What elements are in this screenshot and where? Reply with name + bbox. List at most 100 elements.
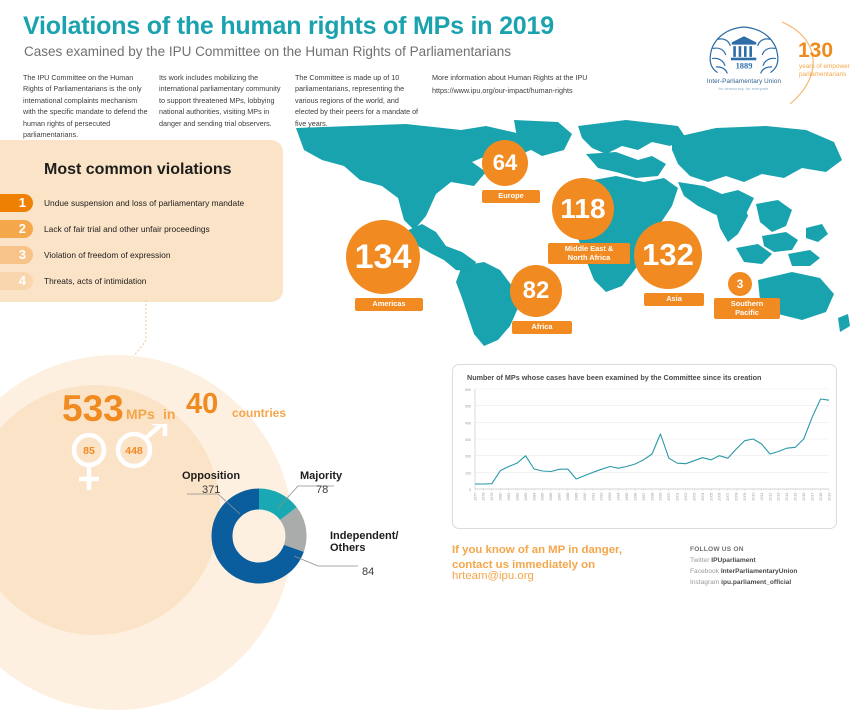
donut-label-independent: Independent/ Others xyxy=(330,530,399,555)
most-common-violations-panel: Most common violations 1 Undue suspensio… xyxy=(0,140,283,302)
svg-text:1989: 1989 xyxy=(574,493,578,501)
cases-over-time-chart: Number of MPs whose cases have been exam… xyxy=(452,364,837,529)
svg-text:2018: 2018 xyxy=(819,493,823,501)
svg-text:1981: 1981 xyxy=(507,493,511,501)
svg-text:1996: 1996 xyxy=(633,493,637,501)
intro-text-1: The IPU Committee on the Human Rights of… xyxy=(23,73,148,139)
svg-text:2009: 2009 xyxy=(743,493,747,501)
page-title: Violations of the human rights of MPs in… xyxy=(23,12,554,40)
total-mps-label: MPs xyxy=(126,406,155,422)
map-label-africa: Africa xyxy=(512,321,572,334)
in-label: in xyxy=(163,406,176,422)
svg-text:2003: 2003 xyxy=(692,493,696,501)
map-bubble-southern-pacific[interactable]: 3 xyxy=(728,272,752,296)
intro-column-2: Its work includes mobilizing the interna… xyxy=(159,72,287,129)
svg-text:2014: 2014 xyxy=(785,493,789,501)
line-chart-svg: 0 100 200 300 400 500 600 1977 1978 1979 1980 1981 1… xyxy=(465,388,831,501)
svg-text:500: 500 xyxy=(465,405,471,409)
donut-value-independent: 84 xyxy=(362,566,375,578)
social-network-instagram: Instagram xyxy=(690,579,720,586)
ipu-logo: 1889 Inter-Parliamentary Union for democ… xyxy=(694,21,850,105)
svg-text:1983: 1983 xyxy=(524,493,528,501)
female-mps-count: 85 xyxy=(83,445,95,457)
svg-text:2005: 2005 xyxy=(709,493,713,501)
violation-label-1: Undue suspension and loss of parliamenta… xyxy=(44,198,245,208)
svg-text:1984: 1984 xyxy=(532,493,536,501)
more-info-block: More information about Human Rights at t… xyxy=(432,72,632,97)
social-handle-instagram: ipu.parliament_official xyxy=(721,579,792,586)
social-row-facebook[interactable]: Facebook InterParliamentaryUnion xyxy=(690,568,797,575)
map-label-southern-pacific: Southern Pacific xyxy=(714,298,780,320)
donut-value-opposition: 371 xyxy=(202,484,221,496)
donut-slice-independent[interactable] xyxy=(211,488,307,584)
svg-text:1979: 1979 xyxy=(490,493,494,501)
stats-background-circle-inner xyxy=(0,385,220,635)
svg-text:100: 100 xyxy=(465,471,471,475)
map-label-americas: Americas xyxy=(355,298,423,311)
map-bubble-europe[interactable]: 64 xyxy=(482,140,528,186)
violation-rank-4: 4 xyxy=(0,272,33,290)
gender-breakdown: 85 448 xyxy=(58,420,188,514)
svg-text:2016: 2016 xyxy=(802,493,806,501)
svg-text:200: 200 xyxy=(465,455,471,459)
svg-text:1986: 1986 xyxy=(549,493,553,501)
svg-text:1999: 1999 xyxy=(659,493,663,501)
map-bubble-middle-east-north-africa[interactable]: 118 xyxy=(552,178,614,240)
svg-text:1993: 1993 xyxy=(608,493,612,501)
svg-text:300: 300 xyxy=(465,438,471,442)
world-map: 64 Europe 118 Middle East & North Africa… xyxy=(286,120,850,348)
donut-label-majority: Majority xyxy=(300,470,343,482)
intro-text-2: Its work includes mobilizing the interna… xyxy=(159,73,281,128)
anniversary-number: 130 xyxy=(798,39,834,62)
svg-text:2015: 2015 xyxy=(794,493,798,501)
svg-text:1998: 1998 xyxy=(650,493,654,501)
svg-text:1997: 1997 xyxy=(642,493,646,501)
svg-text:2010: 2010 xyxy=(751,493,755,501)
svg-text:2019: 2019 xyxy=(827,493,831,501)
svg-text:2017: 2017 xyxy=(810,493,814,501)
svg-text:2004: 2004 xyxy=(701,493,705,501)
svg-text:1991: 1991 xyxy=(591,493,595,501)
anniversary-swoosh-icon xyxy=(781,21,814,105)
logo-organisation-name: Inter-Parliamentary Union xyxy=(706,78,782,85)
svg-text:1977: 1977 xyxy=(473,493,477,501)
svg-text:1987: 1987 xyxy=(558,493,562,501)
social-row-instagram[interactable]: Instagram ipu.parliament_official xyxy=(690,579,791,586)
svg-text:2001: 2001 xyxy=(676,493,680,501)
intro-text-3: The Committee is made up of 10 parliamen… xyxy=(295,73,419,128)
social-network-twitter: Twitter xyxy=(690,557,710,564)
map-bubble-africa[interactable]: 82 xyxy=(510,265,562,317)
svg-text:600: 600 xyxy=(465,388,471,392)
svg-text:2006: 2006 xyxy=(718,493,722,501)
logo-tagline: for democracy. for everyone. xyxy=(718,87,770,91)
cta-line-1: If you know of an MP in danger, xyxy=(452,544,623,556)
social-row-twitter[interactable]: Twitter IPUparliament xyxy=(690,557,756,564)
donut-value-majority: 78 xyxy=(316,484,329,496)
svg-text:2013: 2013 xyxy=(777,493,781,501)
violation-rank-3: 3 xyxy=(0,246,33,264)
svg-text:1980: 1980 xyxy=(499,493,503,501)
ipu-emblem-icon: 1889 xyxy=(709,26,779,74)
map-label-middle-east-north-africa: Middle East & North Africa xyxy=(548,243,630,265)
page-subtitle: Cases examined by the IPU Committee on t… xyxy=(24,44,511,59)
svg-text:2007: 2007 xyxy=(726,493,730,501)
intro-column-3: The Committee is made up of 10 parliamen… xyxy=(295,72,423,129)
map-bubble-asia[interactable]: 132 xyxy=(634,221,702,289)
countries-count: 40 xyxy=(186,388,219,420)
contact-email[interactable]: hrteam@ipu.org xyxy=(452,570,534,582)
map-bubble-americas[interactable]: 134 xyxy=(346,220,420,294)
map-label-asia: Asia xyxy=(644,293,704,306)
violation-rank-1: 1 xyxy=(0,194,33,212)
more-info-label: More information about Human Rights at t… xyxy=(432,73,588,82)
svg-text:1994: 1994 xyxy=(617,493,621,501)
donut-slice-opposition[interactable] xyxy=(211,488,307,584)
human-rights-link[interactable]: https://www.ipu.org/our-impact/human-rig… xyxy=(432,86,573,96)
svg-text:1992: 1992 xyxy=(600,493,604,501)
svg-text:1995: 1995 xyxy=(625,493,629,501)
svg-text:1990: 1990 xyxy=(583,493,587,501)
svg-text:400: 400 xyxy=(465,421,471,425)
svg-text:1982: 1982 xyxy=(515,493,519,501)
countries-label: countries xyxy=(232,406,287,420)
political-affiliation-donut-chart: Opposition 371 Majority 78 Independent/ … xyxy=(182,468,417,598)
social-network-facebook: Facebook xyxy=(690,568,719,575)
